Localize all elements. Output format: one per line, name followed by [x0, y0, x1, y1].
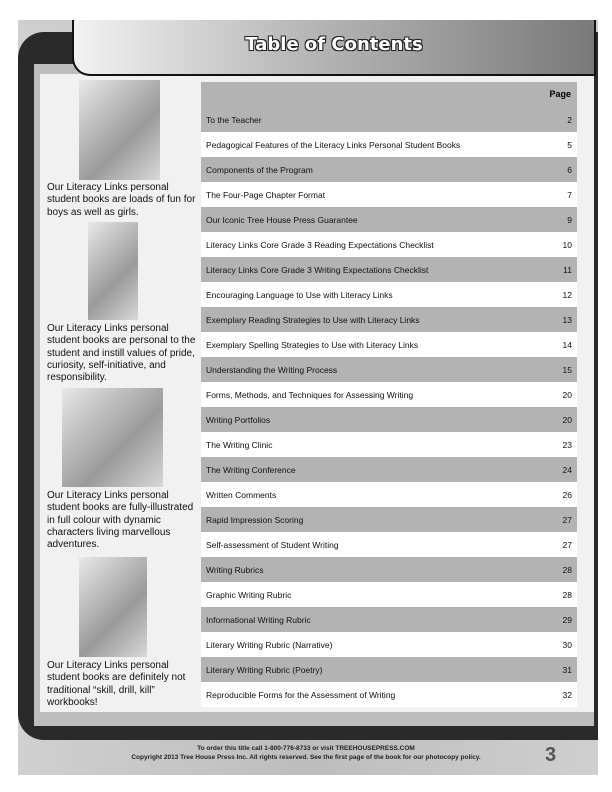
toc-row: Informational Writing Rubric 29 — [201, 607, 577, 632]
toc-entry-page: 28 — [562, 589, 572, 600]
toc-entry-title: Encouraging Language to Use with Literac… — [206, 289, 393, 300]
toc-entry-title: The Writing Conference — [206, 464, 296, 475]
caption: Our Literacy Links personal student book… — [47, 323, 196, 384]
toc-entry-title: Rapid Impression Scoring — [206, 514, 304, 525]
toc-entry-page: 12 — [562, 289, 572, 300]
photo-boy-writing — [79, 80, 160, 180]
toc-entry-title: Components of the Program — [206, 164, 313, 175]
toc-entry-title: The Four-Page Chapter Format — [206, 189, 326, 200]
toc-entry-page: 7 — [567, 189, 572, 200]
toc-entry-page: 20 — [562, 414, 572, 425]
toc-entry-page: 11 — [563, 264, 572, 275]
toc-row: Literary Writing Rubric (Narrative) 30 — [201, 632, 577, 657]
toc-entry-page: 29 — [562, 614, 572, 625]
toc-row: The Four-Page Chapter Format 7 — [201, 182, 577, 207]
caption: Our Literacy Links personal student book… — [47, 660, 186, 708]
page-column-header: Page — [201, 82, 577, 107]
toc-row: Our Iconic Tree House Press Guarantee 9 — [201, 207, 577, 232]
photo-boy-lying — [62, 388, 163, 487]
caption: Our Literacy Links personal student book… — [47, 490, 194, 551]
toc-entry-title: Literacy Links Core Grade 3 Reading Expe… — [206, 239, 434, 250]
toc-entry-title: Literary Writing Rubric (Narrative) — [206, 639, 333, 650]
toc-entry-page: 10 — [562, 239, 572, 250]
toc-row: Exemplary Spelling Strategies to Use wit… — [201, 332, 577, 357]
toc-entry-title: Writing Rubrics — [206, 564, 264, 575]
toc-entry-title: Forms, Methods, and Techniques for Asses… — [206, 389, 414, 400]
toc-row: The Writing Conference 24 — [201, 457, 577, 482]
toc-entry-title: Literacy Links Core Grade 3 Writing Expe… — [206, 264, 429, 275]
toc-row: Rapid Impression Scoring 27 — [201, 507, 577, 532]
toc-row: Literacy Links Core Grade 3 Writing Expe… — [201, 257, 577, 282]
toc-entry-title: The Writing Clinic — [206, 439, 273, 450]
toc-row: Literary Writing Rubric (Poetry) 31 — [201, 657, 577, 682]
page-number: 3 — [545, 744, 557, 766]
toc-row: Writing Portfolios 20 — [201, 407, 577, 432]
toc-row: Exemplary Reading Strategies to Use with… — [201, 307, 577, 332]
toc-entry-page: 32 — [562, 689, 572, 700]
toc-entry-page: 23 — [562, 439, 572, 450]
toc-entry-page: 14 — [562, 339, 572, 350]
toc-entry-title: Pedagogical Features of the Literacy Lin… — [206, 139, 461, 150]
page-title: Table of Contents — [245, 34, 423, 55]
photo-girl-smiling — [79, 557, 147, 657]
toc-entry-page: 15 — [562, 364, 572, 375]
toc-row: Encouraging Language to Use with Literac… — [201, 282, 577, 307]
toc-entry-title: Exemplary Reading Strategies to Use with… — [206, 314, 420, 325]
toc-entry-page: 31 — [562, 664, 572, 675]
caption: Our Literacy Links personal student book… — [47, 182, 196, 218]
toc-entry-title: Exemplary Spelling Strategies to Use wit… — [206, 339, 419, 350]
toc-row: Pedagogical Features of the Literacy Lin… — [201, 132, 577, 157]
toc-row: To the Teacher 2 — [201, 107, 577, 132]
toc-entry-title: Self-assessment of Student Writing — [206, 539, 339, 550]
toc-entry-title: Understanding the Writing Process — [206, 364, 338, 375]
toc-row: Graphic Writing Rubric 28 — [201, 582, 577, 607]
toc-entry-title: Literary Writing Rubric (Poetry) — [206, 664, 323, 675]
toc-entry-page: 20 — [562, 389, 572, 400]
toc-entry-page: 24 — [562, 464, 572, 475]
toc-entry-title: To the Teacher — [206, 114, 262, 125]
title-banner: Table of Contents — [72, 20, 596, 76]
toc-entry-page: 2 — [567, 114, 572, 125]
toc-entry-page: 26 — [562, 489, 572, 500]
toc-table: Page To the Teacher 2 Pedagogical Features… — [201, 82, 577, 707]
toc-row: Writing Rubrics 28 — [201, 557, 577, 582]
toc-entry-title: Reproducible Forms for the Assessment of… — [206, 689, 396, 700]
toc-row: Understanding the Writing Process 15 — [201, 357, 577, 382]
toc-row: Literacy Links Core Grade 3 Reading Expe… — [201, 232, 577, 257]
toc-entry-title: Written Comments — [206, 489, 277, 500]
order-line: To order this title call 1-800-776-8733 … — [197, 745, 415, 752]
toc-row: The Writing Clinic 23 — [201, 432, 577, 457]
toc-entry-page: 27 — [562, 539, 572, 550]
toc-entry-title: Writing Portfolios — [206, 414, 271, 425]
toc-row: Written Comments 26 — [201, 482, 577, 507]
toc-entry-page: 9 — [567, 214, 572, 225]
toc-entry-page: 13 — [562, 314, 572, 325]
toc-entry-title: Graphic Writing Rubric — [206, 589, 292, 600]
toc-row: Reproducible Forms for the Assessment of… — [201, 682, 577, 707]
toc-entry-page: 30 — [562, 639, 572, 650]
copyright: Copyright 2013 Tree House Press Inc. All… — [131, 754, 481, 761]
toc-entry-title: Informational Writing Rubric — [206, 614, 311, 625]
toc-entry-page: 27 — [562, 514, 572, 525]
toc-row: Self-assessment of Student Writing 27 — [201, 532, 577, 557]
toc-row: Components of the Program 6 — [201, 157, 577, 182]
toc-row: Forms, Methods, and Techniques for Asses… — [201, 382, 577, 407]
toc-entry-title: Our Iconic Tree House Press Guarantee — [206, 214, 358, 225]
toc-entry-page: 28 — [562, 564, 572, 575]
toc-entry-page: 5 — [567, 139, 572, 150]
toc-entry-page: 6 — [567, 164, 572, 175]
photo-girl-standing — [88, 222, 138, 320]
